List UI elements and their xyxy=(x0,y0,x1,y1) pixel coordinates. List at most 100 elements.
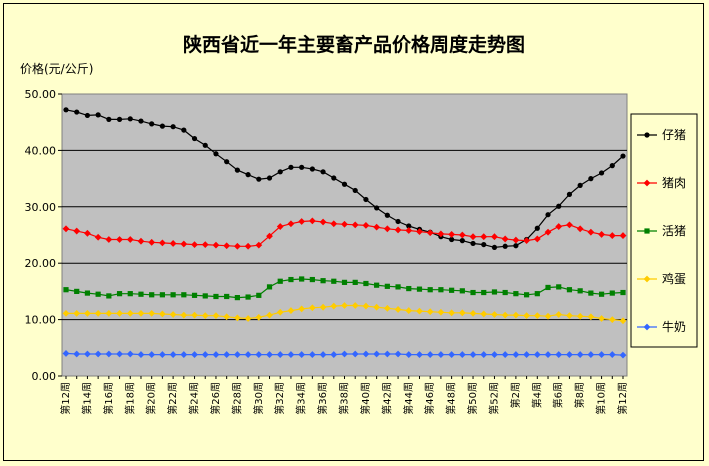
data-point xyxy=(598,231,605,238)
data-point xyxy=(427,287,433,293)
data-point xyxy=(341,279,348,285)
data-point xyxy=(84,290,91,296)
y-axis-label: 价格(元/公斤) xyxy=(20,61,93,76)
data-point xyxy=(287,220,295,228)
data-point xyxy=(159,292,166,298)
data-point xyxy=(148,238,156,246)
x-tick-label: 第12周 xyxy=(616,382,629,415)
data-point xyxy=(533,312,541,320)
data-point xyxy=(245,172,251,178)
data-point xyxy=(556,203,562,209)
data-point xyxy=(619,232,627,239)
data-point xyxy=(544,312,552,320)
y-tick-label: 30.00 xyxy=(25,201,57,214)
data-point xyxy=(470,240,476,247)
data-point xyxy=(180,351,188,358)
data-point xyxy=(62,350,70,357)
data-point xyxy=(287,351,295,358)
data-point xyxy=(352,279,358,285)
data-point xyxy=(406,223,412,229)
data-point xyxy=(138,118,144,124)
data-point xyxy=(170,124,176,130)
data-point xyxy=(148,309,156,317)
data-point xyxy=(544,351,552,358)
data-point xyxy=(426,229,434,237)
x-tick-label: 第10周 xyxy=(595,382,608,415)
series-5 xyxy=(62,350,627,359)
data-point xyxy=(276,351,284,358)
data-point xyxy=(299,276,305,282)
data-point xyxy=(244,315,252,322)
data-point xyxy=(116,236,123,243)
x-tick-label: 第40周 xyxy=(359,382,372,415)
data-point xyxy=(277,278,283,284)
data-point xyxy=(491,233,498,241)
data-point xyxy=(416,307,423,315)
data-point xyxy=(533,351,541,358)
data-point xyxy=(126,309,134,317)
x-tick-label: 第2周 xyxy=(509,382,522,408)
data-point xyxy=(502,243,508,249)
legend-label: 鸡蛋 xyxy=(662,271,686,286)
data-point xyxy=(588,290,594,296)
data-point xyxy=(351,350,359,358)
data-point xyxy=(383,350,391,358)
series-layer xyxy=(62,107,627,359)
legend-label: 仔猪 xyxy=(662,128,686,142)
data-point xyxy=(233,314,241,322)
data-point xyxy=(74,109,80,115)
data-point xyxy=(266,232,273,240)
data-point xyxy=(545,284,551,291)
x-tick-label: 第18周 xyxy=(123,382,136,415)
data-point xyxy=(169,311,177,318)
data-point xyxy=(223,242,231,250)
data-point xyxy=(609,163,615,169)
data-point xyxy=(416,351,423,358)
data-point xyxy=(438,287,444,293)
data-point xyxy=(276,223,284,230)
data-point xyxy=(351,302,359,309)
x-tick-label: 第48周 xyxy=(445,382,458,415)
legend-label: 猪肉 xyxy=(662,176,686,190)
data-point xyxy=(577,182,583,188)
data-point xyxy=(566,191,573,197)
data-point xyxy=(73,227,81,235)
data-point xyxy=(256,292,262,298)
data-point xyxy=(244,242,252,250)
data-point xyxy=(555,351,563,358)
data-point xyxy=(416,228,423,236)
data-point xyxy=(384,283,390,289)
data-point xyxy=(191,311,198,319)
y-tick-label: 40.00 xyxy=(25,144,57,157)
data-point xyxy=(608,232,616,239)
data-point xyxy=(523,312,530,320)
data-point xyxy=(566,221,573,229)
data-point xyxy=(213,151,219,157)
x-tick-label: 第42周 xyxy=(380,382,393,415)
data-point xyxy=(620,289,626,296)
data-point xyxy=(116,116,123,122)
data-point xyxy=(341,302,348,309)
data-point xyxy=(212,312,220,320)
y-tick-label: 10.00 xyxy=(25,314,57,327)
data-point xyxy=(577,288,583,294)
data-point xyxy=(224,159,230,165)
data-point xyxy=(556,284,562,290)
data-point xyxy=(406,285,412,292)
data-point xyxy=(534,291,540,297)
data-point xyxy=(362,350,370,358)
data-point xyxy=(352,187,358,194)
data-point xyxy=(159,123,166,129)
data-point xyxy=(394,350,402,358)
data-point xyxy=(480,310,488,318)
data-point xyxy=(513,243,519,249)
series-3 xyxy=(63,276,626,301)
data-point xyxy=(523,351,530,358)
data-point xyxy=(159,239,166,247)
data-point xyxy=(426,308,434,316)
data-point xyxy=(491,351,498,358)
data-point xyxy=(180,311,188,319)
data-point xyxy=(394,306,402,313)
data-point xyxy=(449,236,455,243)
data-point xyxy=(373,303,381,311)
